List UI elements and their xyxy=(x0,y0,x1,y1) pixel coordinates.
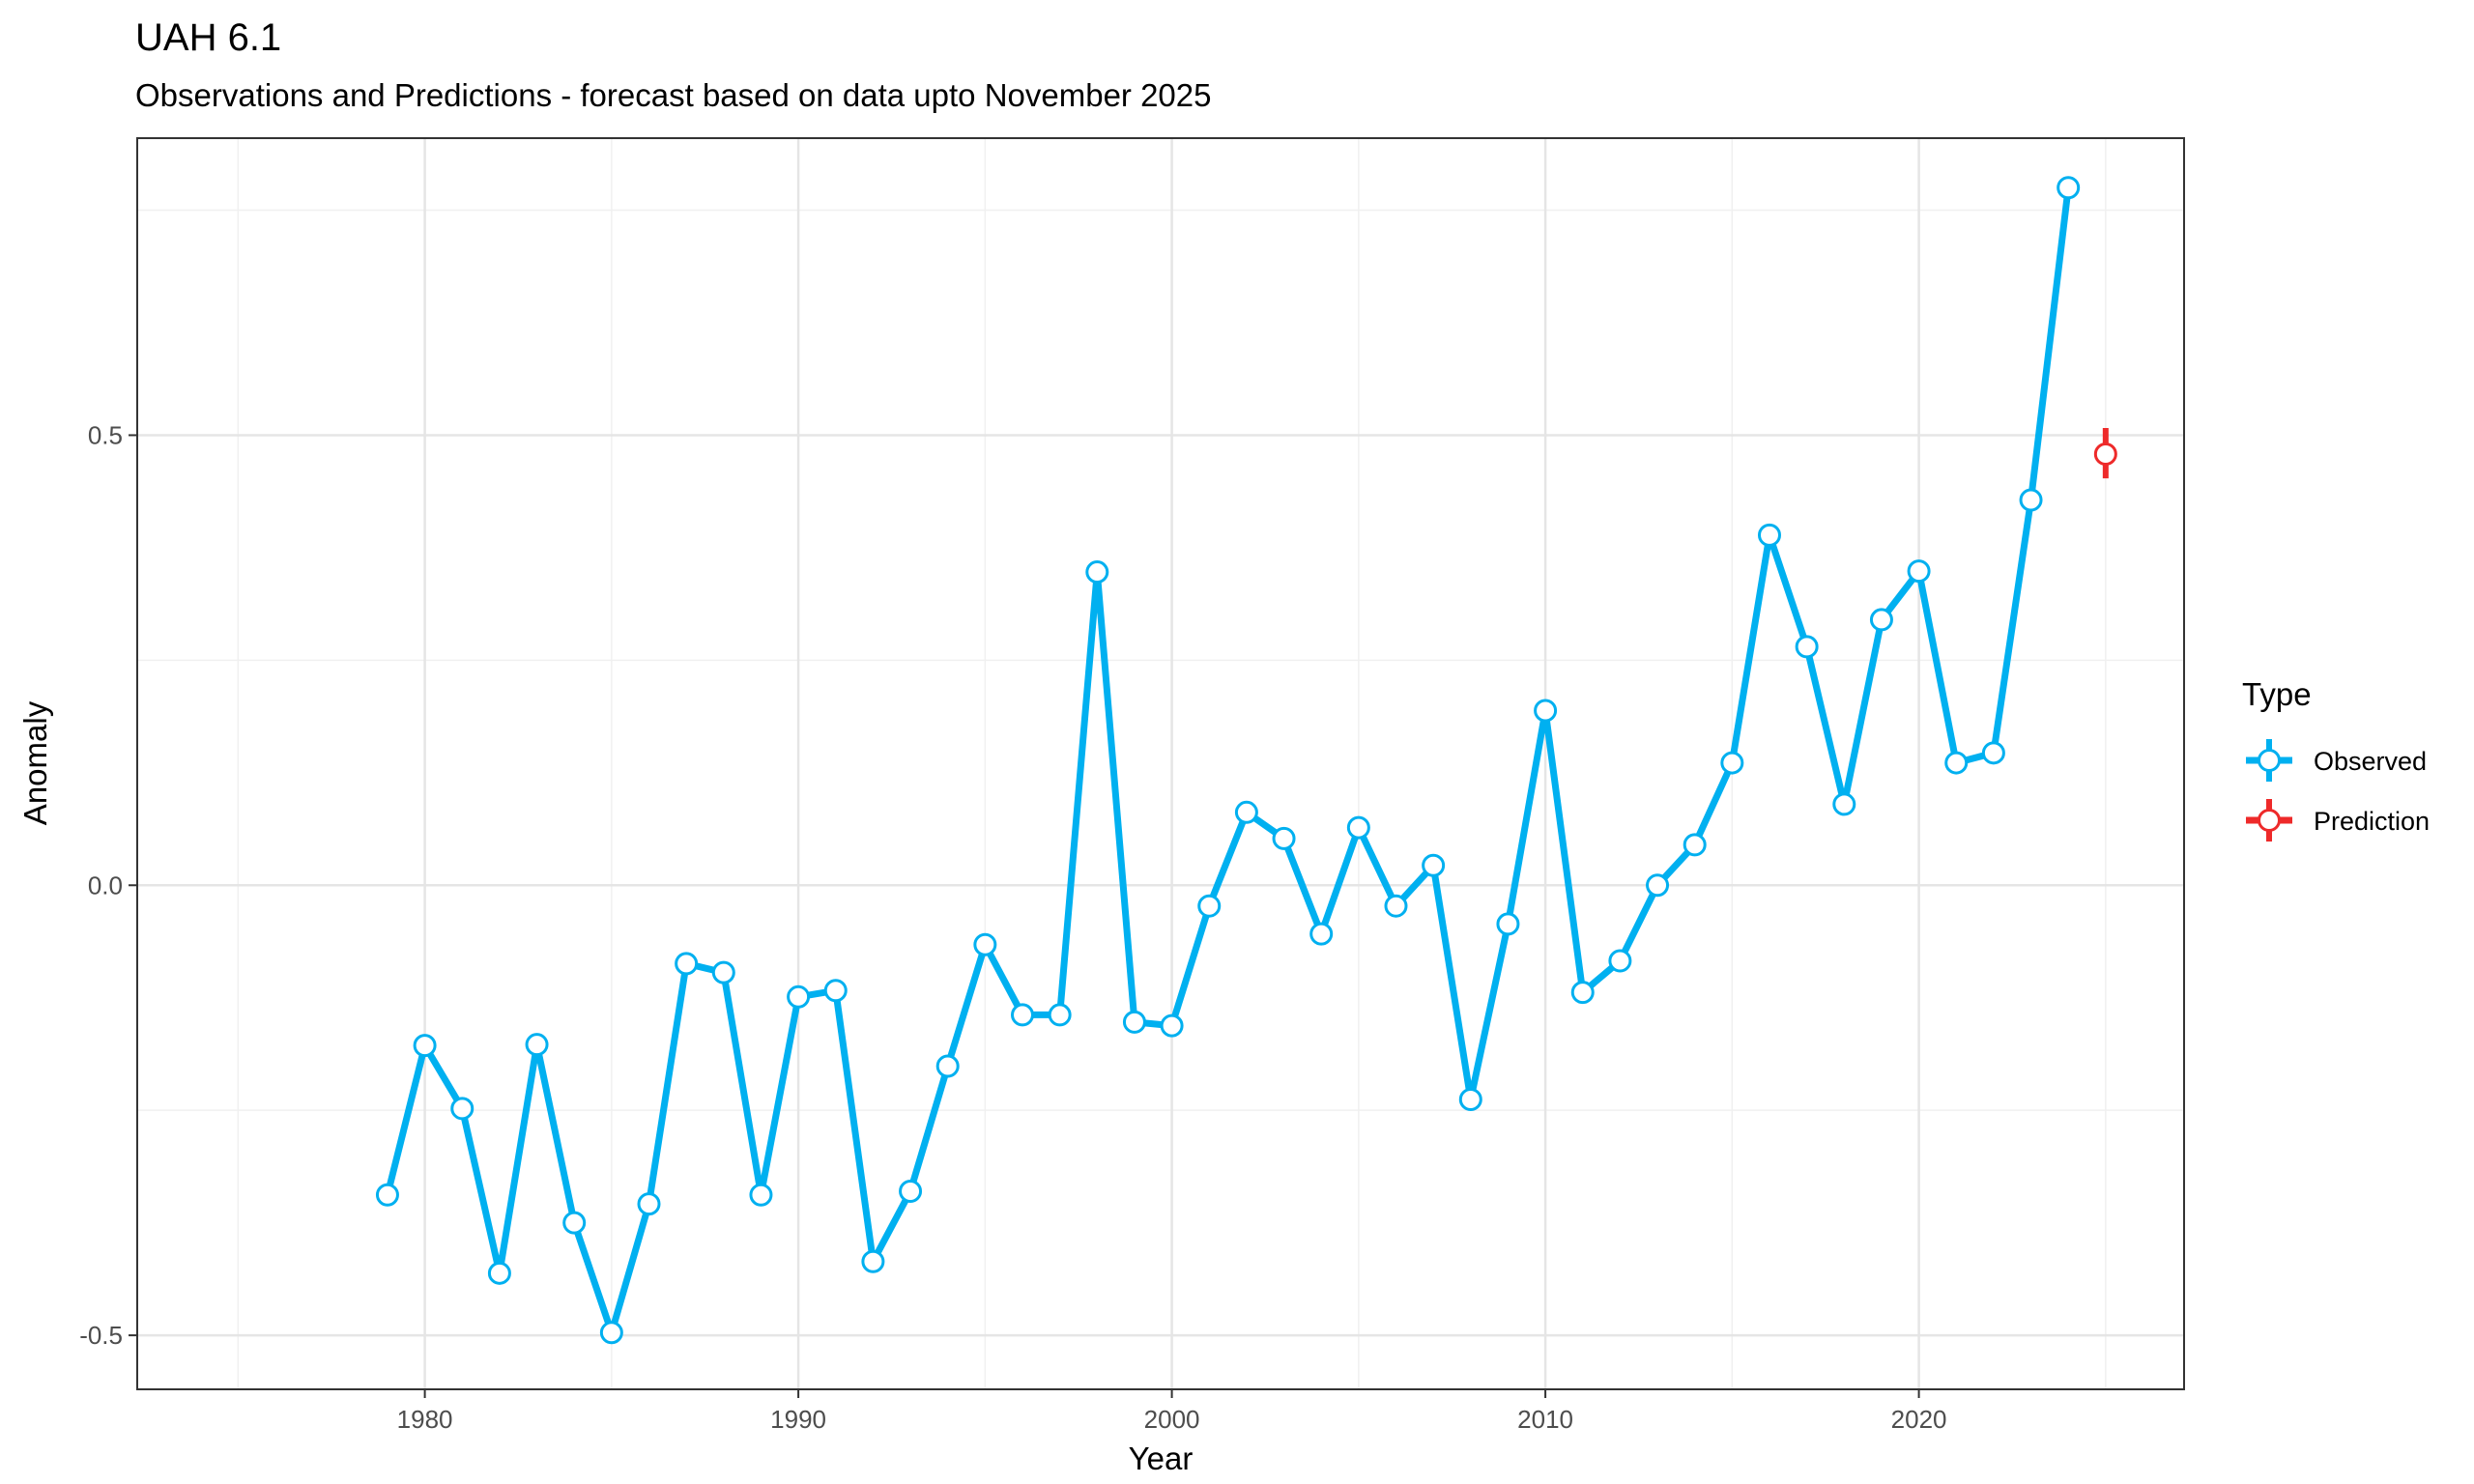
x-tick-label: 1980 xyxy=(397,1405,453,1434)
data-point-observed xyxy=(1683,833,1707,857)
chart-title: UAH 6.1 xyxy=(135,16,281,59)
data-point-observed xyxy=(1981,741,2005,765)
data-point-observed xyxy=(1085,560,1109,585)
legend-key-observed xyxy=(2246,739,2292,782)
y-tick-label: 0.0 xyxy=(88,870,123,899)
y-axis: -0.5 0.0 0.5 xyxy=(79,420,137,1350)
grid-major xyxy=(137,138,2184,1389)
series-line-observed xyxy=(384,184,2072,1336)
data-point-observed xyxy=(1534,699,1558,723)
data-point-observed xyxy=(562,1211,587,1235)
data-point-observed xyxy=(1496,912,1520,936)
x-tick-label: 2010 xyxy=(1517,1405,1573,1434)
data-point-observed xyxy=(375,1183,399,1207)
data-point-observed xyxy=(1122,1010,1146,1034)
data-point-observed xyxy=(1384,894,1408,918)
legend-title: Type xyxy=(2242,676,2312,712)
x-axis: 1980 1990 2000 2010 2020 xyxy=(397,1389,1947,1434)
data-point-observed xyxy=(711,960,735,985)
data-point-observed xyxy=(823,979,848,1003)
data-point-observed xyxy=(1234,800,1258,824)
panel-border xyxy=(136,137,2185,1390)
data-point-observed xyxy=(935,1054,960,1078)
data-point-observed xyxy=(487,1261,511,1285)
y-axis-title: Anomaly xyxy=(17,700,53,825)
data-point-observed xyxy=(2019,488,2043,512)
data-point-observed xyxy=(1197,894,1222,918)
legend-label: Prediction xyxy=(2314,807,2430,836)
data-point-observed xyxy=(1422,853,1446,877)
data-point-observed xyxy=(1757,523,1781,547)
x-tick-label: 2000 xyxy=(1144,1405,1200,1434)
y-tick-label: -0.5 xyxy=(79,1321,123,1350)
grid-minor xyxy=(137,138,2184,1389)
data-point-observed xyxy=(1048,1003,1072,1027)
data-point-observed xyxy=(1458,1088,1482,1112)
legend-key-prediction xyxy=(2246,799,2292,842)
data-point-observed xyxy=(973,932,997,956)
data-point-observed xyxy=(1346,815,1370,840)
data-point-observed xyxy=(637,1192,661,1216)
data-point-observed xyxy=(1160,1013,1184,1038)
data-point-observed xyxy=(1720,751,1744,775)
legend: Type Observed Prediction xyxy=(2242,676,2430,842)
legend-key-point xyxy=(2258,809,2281,832)
points xyxy=(375,176,2117,1345)
legend-key-point xyxy=(2258,749,2281,772)
data-point-observed xyxy=(749,1183,773,1207)
data-point-observed xyxy=(861,1249,885,1273)
x-tick-label: 1990 xyxy=(770,1405,826,1434)
data-point-observed xyxy=(1010,1003,1034,1027)
data-point-observed xyxy=(1272,826,1296,850)
data-point-observed xyxy=(2057,176,2081,200)
x-tick-label: 2020 xyxy=(1891,1405,1947,1434)
data-point-observed xyxy=(1832,792,1856,816)
y-tick-label: 0.5 xyxy=(88,420,123,449)
data-point-observed xyxy=(899,1180,923,1204)
data-point-observed xyxy=(1944,751,1969,775)
data-point-observed xyxy=(1608,949,1632,973)
data-point-observed xyxy=(1795,635,1819,659)
data-point-prediction xyxy=(2093,442,2117,467)
data-point-observed xyxy=(1646,873,1670,898)
data-point-observed xyxy=(599,1321,623,1345)
data-point-observed xyxy=(525,1033,549,1057)
data-point-observed xyxy=(1309,922,1334,946)
data-point-observed xyxy=(1907,559,1931,584)
data-point-observed xyxy=(675,952,699,976)
data-point-observed xyxy=(450,1097,475,1121)
data-point-observed xyxy=(1869,608,1893,632)
data-point-observed xyxy=(413,1034,437,1058)
legend-label: Observed xyxy=(2314,747,2427,776)
data-point-observed xyxy=(787,985,811,1009)
data-point-observed xyxy=(1570,981,1595,1005)
chart-subtitle: Observations and Predictions - forecast … xyxy=(135,77,1212,113)
x-axis-title: Year xyxy=(1129,1441,1194,1476)
series-lines xyxy=(384,184,2072,1336)
